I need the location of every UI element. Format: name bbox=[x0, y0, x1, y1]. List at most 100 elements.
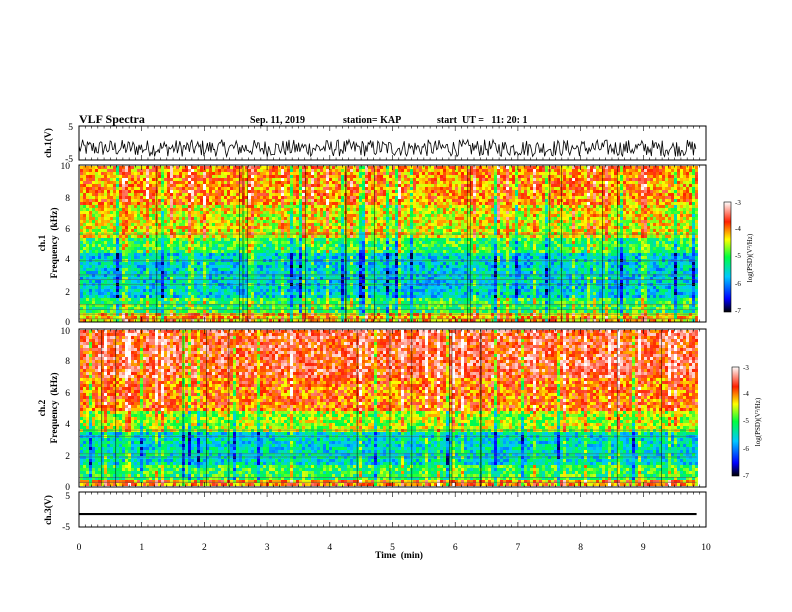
spectrogram-cell bbox=[143, 241, 146, 244]
spectrogram-cell bbox=[221, 238, 224, 241]
spectrogram-cell bbox=[185, 295, 188, 298]
spectrogram-cell bbox=[275, 181, 278, 184]
spectrogram-cell bbox=[95, 265, 98, 268]
spectrogram-cell bbox=[269, 226, 272, 229]
spectrogram-cell bbox=[221, 301, 224, 304]
spectrogram-cell bbox=[173, 241, 176, 244]
spectrogram-cell bbox=[173, 199, 176, 202]
spectrogram-cell bbox=[275, 286, 278, 289]
spectrogram-cell bbox=[140, 289, 143, 292]
spectrogram-cell bbox=[167, 175, 170, 178]
spectrogram-cell bbox=[215, 265, 218, 268]
spectrogram-cell bbox=[107, 244, 110, 247]
spectrogram-cell bbox=[254, 238, 257, 241]
spectrogram-cell bbox=[101, 256, 104, 259]
spectrogram-cell bbox=[248, 247, 251, 250]
spectrogram-cell bbox=[158, 232, 161, 235]
spectrogram-cell bbox=[101, 310, 104, 313]
spectrogram-cell bbox=[302, 274, 305, 277]
spectrogram-cell bbox=[221, 310, 224, 313]
spectrogram-cell bbox=[275, 166, 278, 169]
spectrogram-cell bbox=[86, 235, 89, 238]
spectrogram-cell bbox=[101, 280, 104, 283]
spectrogram-cell bbox=[254, 241, 257, 244]
spectrogram-cell bbox=[158, 172, 161, 175]
spectrogram-cell bbox=[293, 256, 296, 259]
spectrogram-cell bbox=[233, 208, 236, 211]
spectrogram-cell bbox=[248, 190, 251, 193]
spectrogram-cell bbox=[278, 280, 281, 283]
spectrogram-cell bbox=[95, 241, 98, 244]
spectrogram-cell bbox=[275, 244, 278, 247]
spectrogram-cell bbox=[80, 262, 83, 265]
spectrogram-cell bbox=[188, 193, 191, 196]
spectrogram-cell bbox=[107, 292, 110, 295]
spectrogram-cell bbox=[296, 253, 299, 256]
spectrogram-cell bbox=[86, 256, 89, 259]
spectrogram-cell bbox=[188, 286, 191, 289]
spectrogram-cell bbox=[89, 262, 92, 265]
spectrogram-cell bbox=[281, 229, 284, 232]
spectrogram-cell bbox=[110, 172, 113, 175]
spectrogram-cell bbox=[188, 181, 191, 184]
spectrogram-cell bbox=[230, 256, 233, 259]
spectrogram-cell bbox=[89, 274, 92, 277]
spectrogram-cell bbox=[83, 298, 86, 301]
spectrogram-cell bbox=[113, 202, 116, 205]
spectrogram-cell bbox=[143, 175, 146, 178]
spectrogram-cell bbox=[233, 298, 236, 301]
spectrogram-cell bbox=[278, 214, 281, 217]
spectrogram-cell bbox=[296, 235, 299, 238]
spectrogram-cell bbox=[236, 292, 239, 295]
spectrogram-cell bbox=[209, 190, 212, 193]
spectrogram-cell bbox=[92, 223, 95, 226]
spectrogram-cell bbox=[164, 187, 167, 190]
spectrogram-cell bbox=[311, 181, 314, 184]
spectrogram-cell bbox=[227, 253, 230, 256]
spectrogram-cell bbox=[215, 226, 218, 229]
spectrogram-cell bbox=[113, 226, 116, 229]
spectrogram-cell bbox=[116, 256, 119, 259]
spectrogram-cell bbox=[119, 187, 122, 190]
spectrogram-cell bbox=[92, 229, 95, 232]
spectrogram-cell bbox=[242, 223, 245, 226]
spectrogram-cell bbox=[233, 220, 236, 223]
spectrogram-cell bbox=[113, 238, 116, 241]
spectrogram-cell bbox=[191, 217, 194, 220]
spectrogram-cell bbox=[137, 310, 140, 313]
spectrogram-cell bbox=[191, 295, 194, 298]
spectrogram-cell bbox=[194, 211, 197, 214]
spectrogram-cell bbox=[149, 310, 152, 313]
spectrogram-cell bbox=[98, 292, 101, 295]
spectrogram-cell bbox=[260, 187, 263, 190]
spectrogram-cell bbox=[209, 172, 212, 175]
spectrogram-cell bbox=[158, 184, 161, 187]
spectrogram-cell bbox=[278, 241, 281, 244]
spectrogram-cell bbox=[206, 214, 209, 217]
spectrogram-cell bbox=[236, 262, 239, 265]
spectrogram-cell bbox=[302, 268, 305, 271]
spectrogram-cell bbox=[212, 178, 215, 181]
spectrogram-cell bbox=[119, 199, 122, 202]
spectrogram-cell bbox=[257, 199, 260, 202]
spectrogram-cell bbox=[191, 289, 194, 292]
spectrogram-cell bbox=[308, 229, 311, 232]
spectrogram-cell bbox=[131, 184, 134, 187]
spectrogram-cell bbox=[230, 220, 233, 223]
spectrogram-cell bbox=[101, 262, 104, 265]
spectrogram-cell bbox=[254, 271, 257, 274]
spectrogram-cell bbox=[143, 265, 146, 268]
spectrogram-cell bbox=[173, 265, 176, 268]
spectrogram-cell bbox=[188, 253, 191, 256]
spectrogram-cell bbox=[131, 166, 134, 169]
spectrogram-cell bbox=[119, 208, 122, 211]
spectrogram-cell bbox=[248, 208, 251, 211]
spectrogram-cell bbox=[308, 199, 311, 202]
spectrogram-cell bbox=[248, 214, 251, 217]
spectrogram-cell bbox=[101, 184, 104, 187]
spectrogram-cell bbox=[200, 190, 203, 193]
spectrogram-cell bbox=[95, 199, 98, 202]
spectrogram-cell bbox=[137, 208, 140, 211]
spectrogram-cell bbox=[107, 250, 110, 253]
spectrogram-cell bbox=[272, 202, 275, 205]
